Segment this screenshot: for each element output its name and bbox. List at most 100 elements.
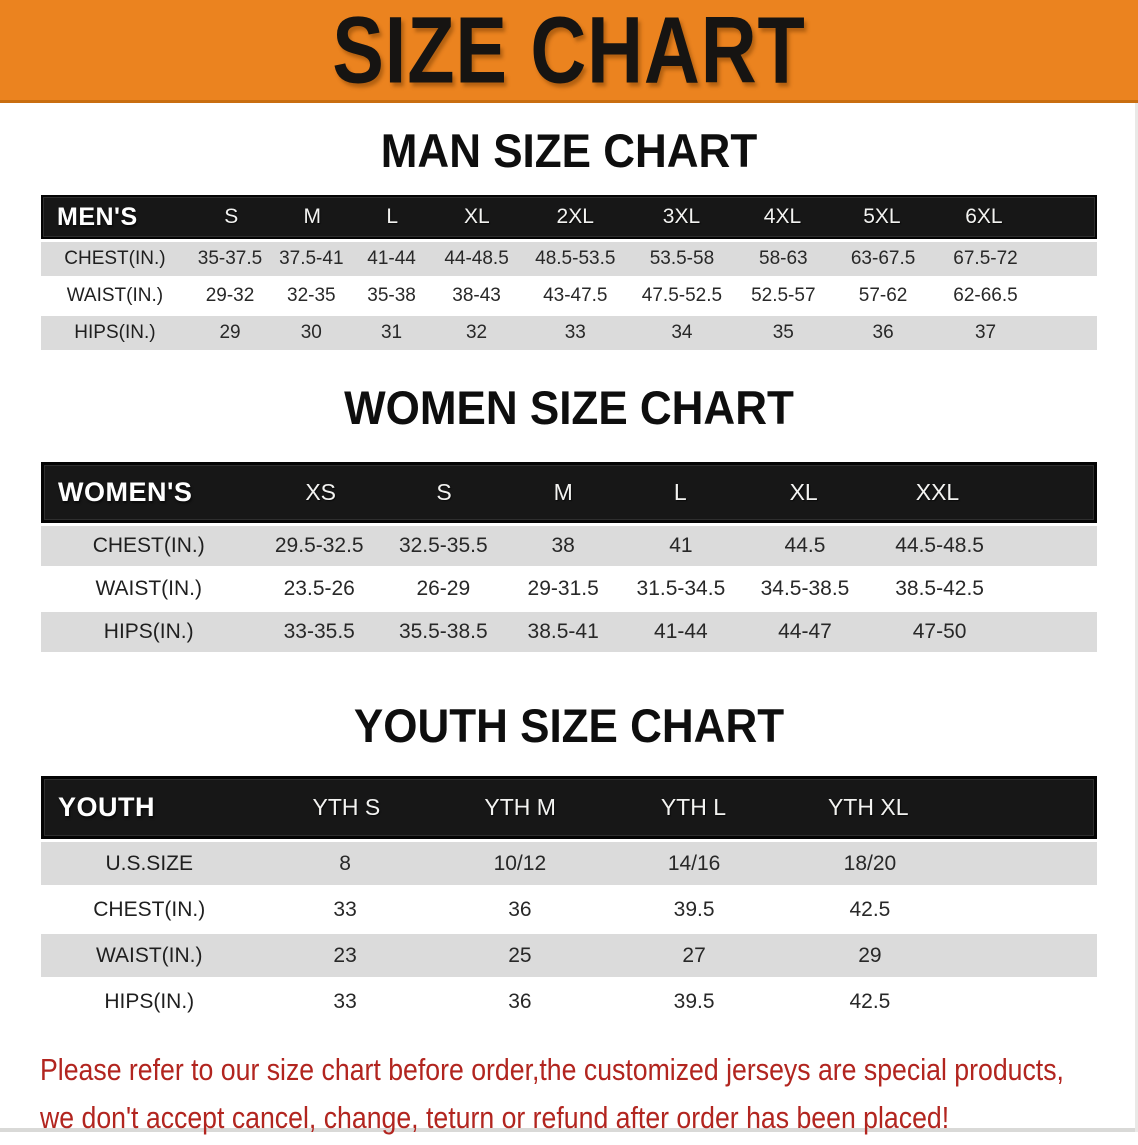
row-label: HIPS(IN.) [74, 322, 156, 343]
measurement-cell: 27 [682, 943, 706, 967]
measurement-cell: 33-35.5 [283, 620, 355, 643]
size-column-header: M [553, 479, 573, 505]
size-column-header: 2XL [556, 205, 594, 228]
size-column-header: XXL [915, 479, 960, 505]
measurement-cell: 67.5-72 [953, 248, 1018, 269]
size-column-header: XL [464, 205, 490, 228]
measurement-cell: 38.5-41 [527, 620, 599, 643]
measurement-cell: 23 [333, 943, 357, 967]
size-column-header: S [436, 479, 452, 505]
measurement-cell: 41-44 [654, 620, 708, 643]
measurement-cell: 44-47 [778, 620, 832, 643]
measurement-cell: 62-66.5 [953, 285, 1018, 306]
youth-size-chart-heading: YOUTH SIZE CHART [353, 700, 785, 753]
measurement-cell: 39.5 [673, 897, 715, 921]
table-row: WAIST(IN.) 23 25 27 29 [41, 934, 1097, 977]
measurement-cell: 57-62 [858, 285, 908, 306]
table-row: WAIST(IN.) 23.5-26 26-29 29-31.5 31.5-34.5 34… [41, 569, 1097, 609]
size-column-header: S [224, 205, 239, 228]
table-row: CHEST(IN.) 33 36 39.5 42.5 [41, 888, 1097, 931]
measurement-cell: 23.5-26 [283, 577, 355, 600]
measurement-cell: 35.5-38.5 [398, 620, 488, 643]
table-title-cell: YOUTH [58, 792, 155, 822]
table-title-cell: WOMEN'S [58, 477, 193, 507]
measurement-cell: 29-31.5 [527, 577, 599, 600]
measurement-cell: 26-29 [416, 577, 471, 600]
table-row: HIPS(IN.) 33-35.5 35.5-38.5 38.5-41 41-44 44-… [41, 612, 1097, 652]
measurement-cell: 36 [508, 989, 532, 1013]
measurement-cell: 10/12 [493, 851, 547, 875]
size-column-header: 6XL [965, 205, 1003, 228]
row-label: CHEST(IN.) [92, 534, 205, 557]
table-row: HIPS(IN.) 29 30 31 32 33 34 35 36 37 [41, 316, 1097, 350]
women-size-chart-heading: WOMEN SIZE CHART [344, 382, 794, 435]
size-column-header: M [303, 205, 322, 228]
women-section-heading-wrap: WOMEN SIZE CHART [0, 382, 1138, 435]
measurement-cell: 33 [333, 989, 357, 1013]
measurement-cell: 18/20 [843, 851, 897, 875]
measurement-cell: 48.5-53.5 [535, 248, 616, 269]
table-row: CHEST(IN.) 29.5-32.5 32.5-35.5 38 41 44.5 44.5… [41, 526, 1097, 566]
size-column-header: YTH S [312, 794, 381, 820]
row-label: U.S.SIZE [105, 851, 193, 875]
measurement-cell: 32-35 [287, 285, 336, 306]
youth-section-heading-wrap: YOUTH SIZE CHART [0, 700, 1138, 753]
row-label: HIPS(IN.) [104, 989, 195, 1013]
row-label: CHEST(IN.) [64, 248, 166, 269]
measurement-cell: 53.5-58 [649, 248, 715, 269]
measurement-cell: 47.5-52.5 [641, 285, 723, 306]
row-label: HIPS(IN.) [103, 620, 194, 643]
measurement-cell: 58-63 [759, 248, 808, 269]
measurement-cell: 35-38 [367, 285, 416, 306]
measurement-cell: 36 [508, 897, 532, 921]
size-column-header: 4XL [763, 205, 802, 228]
banner: SIZE CHART [0, 0, 1138, 103]
page-title: SIZE CHART [332, 0, 806, 103]
disclaimer: Please refer to our size chart before or… [0, 1049, 1138, 1145]
table-header-row: YOUTH YTH S YTH M YTH L YTH XL [41, 776, 1097, 839]
man-section-heading-wrap: MAN SIZE CHART [0, 125, 1138, 178]
womens-size-table: WOMEN'S XS S M L XL XXL CHEST(IN.) 29.5-32.5 32.5… [41, 462, 1097, 652]
disclaimer-text-1: Please refer to our size chart before or… [40, 1052, 1064, 1087]
measurement-cell: 34.5-38.5 [760, 577, 850, 600]
measurement-cell: 33 [333, 897, 357, 921]
measurement-cell: 43-47.5 [543, 285, 608, 306]
size-column-header: YTH M [484, 794, 556, 820]
measurement-cell: 41 [669, 534, 693, 557]
size-column-header: L [386, 205, 399, 228]
table-row: CHEST(IN.) 35-37.5 37.5-41 41-44 44-48.5 48.5… [41, 242, 1097, 276]
measurement-cell: 44.5 [784, 534, 826, 557]
measurement-cell: 38.5-42.5 [895, 577, 984, 600]
row-label: WAIST(IN.) [95, 577, 202, 600]
disclaimer-text-2: we don't accept cancel, change, teturn o… [40, 1100, 950, 1135]
measurement-cell: 30 [300, 322, 322, 343]
measurement-cell: 37.5-41 [279, 248, 344, 269]
measurement-cell: 34 [671, 322, 693, 343]
measurement-cell: 33 [564, 322, 586, 343]
row-label: CHEST(IN.) [93, 897, 206, 921]
measurement-cell: 35-37.5 [197, 248, 263, 269]
measurement-cell: 44.5-48.5 [895, 534, 984, 557]
man-size-chart-heading: MAN SIZE CHART [380, 125, 758, 178]
measurement-cell: 63-67.5 [850, 248, 916, 269]
measurement-cell: 41-44 [367, 248, 416, 269]
disclaimer-line-1: Please refer to our size chart before or… [40, 1049, 1138, 1097]
table-row: U.S.SIZE 8 10/12 14/16 18/20 [41, 842, 1097, 885]
mens-size-table: MEN'S S M L XL 2XL 3XL 4XL 5XL 6XL CHEST(IN.) 35-37… [41, 195, 1097, 350]
measurement-cell: 38 [551, 534, 575, 557]
youth-size-table: YOUTH YTH S YTH M YTH L YTH XL U.S.SIZE 8 10/12… [41, 776, 1097, 1023]
size-column-header: 3XL [662, 205, 701, 228]
measurement-cell: 42.5 [849, 989, 891, 1013]
measurement-cell: 35 [772, 322, 794, 343]
measurement-cell: 14/16 [667, 851, 721, 875]
measurement-cell: 32.5-35.5 [398, 534, 488, 557]
measurement-cell: 32 [465, 322, 488, 343]
size-column-header: 5XL [863, 205, 901, 228]
table-header-row: WOMEN'S XS S M L XL XXL [41, 462, 1097, 523]
measurement-cell: 31 [380, 322, 403, 343]
measurement-cell: 37 [974, 322, 997, 343]
table-row: WAIST(IN.) 29-32 32-35 35-38 38-43 43-47.5 47.… [41, 279, 1097, 313]
measurement-cell: 29-32 [205, 285, 255, 306]
measurement-cell: 44-48.5 [444, 248, 509, 269]
